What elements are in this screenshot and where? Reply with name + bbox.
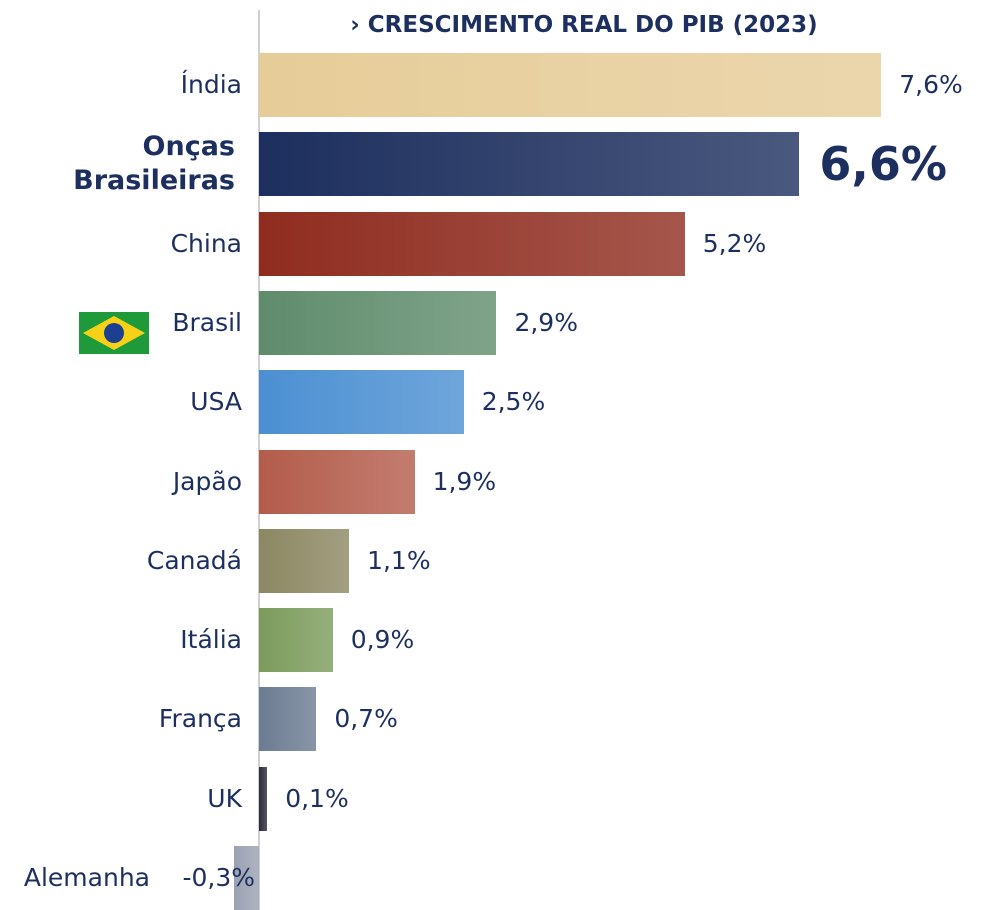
value-label: 6,6% bbox=[819, 136, 947, 192]
value-label: -0,3% bbox=[182, 861, 255, 895]
category-label: Japão bbox=[173, 465, 242, 499]
value-label: 1,9% bbox=[433, 465, 497, 499]
value-label: 7,6% bbox=[899, 68, 963, 102]
value-label: 2,9% bbox=[514, 306, 578, 340]
category-label: Itália bbox=[180, 623, 242, 657]
value-label: 0,9% bbox=[351, 623, 415, 657]
chart-title: › CRESCIMENTO REAL DO PIB (2023) bbox=[259, 12, 909, 38]
value-label: 0,7% bbox=[334, 702, 398, 736]
category-label: Índia bbox=[181, 68, 242, 102]
category-label: USA bbox=[190, 385, 242, 419]
bar bbox=[259, 53, 881, 117]
bar bbox=[259, 687, 316, 751]
category-label: China bbox=[171, 227, 242, 261]
value-label: 1,1% bbox=[367, 544, 431, 578]
bar bbox=[259, 450, 415, 514]
brazil-flag bbox=[79, 312, 149, 354]
value-label: 0,1% bbox=[285, 782, 349, 816]
category-label: Brasil bbox=[172, 306, 242, 340]
category-label: UK bbox=[207, 782, 242, 816]
bar bbox=[259, 212, 685, 276]
category-label: França bbox=[159, 702, 242, 736]
category-label: Onças Brasileiras bbox=[35, 130, 235, 198]
bar bbox=[259, 608, 333, 672]
bar bbox=[259, 529, 349, 593]
category-label: Alemanha bbox=[24, 861, 150, 895]
chart: › CRESCIMENTO REAL DO PIB (2023) Índia 7,… bbox=[0, 0, 994, 910]
bar bbox=[259, 291, 496, 355]
category-label: Canadá bbox=[147, 544, 242, 578]
bar bbox=[259, 767, 267, 831]
bar bbox=[259, 370, 464, 434]
value-label: 5,2% bbox=[703, 227, 767, 261]
bar bbox=[259, 132, 799, 196]
value-label: 2,5% bbox=[482, 385, 546, 419]
